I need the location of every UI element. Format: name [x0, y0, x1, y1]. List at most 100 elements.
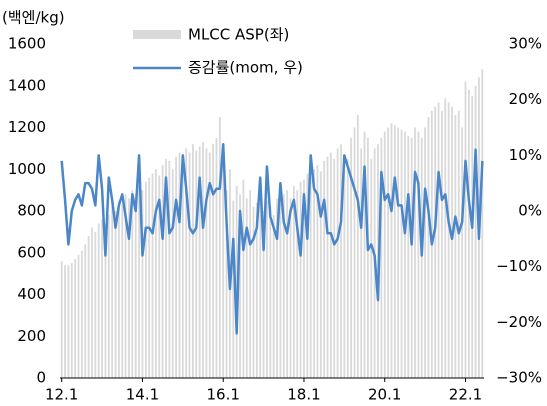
- bar: [151, 173, 154, 378]
- bar: [323, 160, 326, 378]
- bar: [363, 131, 366, 378]
- y2-tick-label: −10%: [496, 257, 542, 275]
- bar: [292, 185, 295, 378]
- bar: [424, 127, 427, 378]
- y2-tick-label: −30%: [496, 369, 542, 387]
- bar: [161, 165, 164, 378]
- bar: [144, 181, 147, 378]
- bar: [329, 152, 332, 378]
- bar: [101, 219, 103, 378]
- bar: [417, 131, 420, 378]
- bar: [255, 202, 258, 378]
- bar: [309, 177, 312, 378]
- bar: [461, 127, 464, 378]
- bar: [242, 179, 245, 378]
- bar: [124, 194, 127, 378]
- bar: [289, 198, 292, 378]
- bar: [383, 131, 386, 378]
- x-tick-label: 14.1: [126, 386, 159, 404]
- bar: [336, 148, 339, 378]
- bar: [212, 144, 215, 378]
- y-tick-label: 1600: [8, 35, 46, 53]
- bar: [111, 206, 114, 378]
- y-tick-label: 1400: [8, 76, 46, 94]
- bar: [259, 194, 262, 378]
- bar: [319, 171, 322, 378]
- x-tick-label: 16.1: [207, 386, 240, 404]
- bar: [340, 144, 342, 378]
- y-tick-label: 1200: [8, 118, 46, 136]
- bar: [192, 144, 194, 378]
- bar: [168, 160, 171, 378]
- bar: [165, 158, 167, 378]
- bar: [326, 156, 329, 378]
- bar: [205, 148, 208, 378]
- bar: [117, 200, 120, 378]
- bar: [404, 131, 406, 378]
- bar: [316, 165, 319, 378]
- y-tick-label: 800: [17, 202, 46, 220]
- bar: [407, 135, 410, 378]
- bar: [148, 177, 151, 378]
- bar: [70, 263, 73, 378]
- bar: [121, 204, 124, 378]
- y-axis-label: (백엔/kg): [2, 9, 65, 27]
- bar: [97, 223, 100, 378]
- bar: [104, 223, 107, 378]
- bar: [346, 158, 349, 378]
- legend-swatch: [133, 30, 181, 39]
- bar: [303, 179, 305, 378]
- bar: [397, 127, 400, 378]
- bar: [74, 259, 77, 378]
- bar: [94, 231, 97, 378]
- bar: [380, 137, 383, 378]
- bar: [249, 190, 252, 378]
- bar: [84, 244, 87, 378]
- x-tick-label: 20.1: [368, 386, 401, 404]
- bar: [282, 194, 285, 378]
- bar: [114, 211, 117, 378]
- bar: [474, 85, 477, 378]
- bar: [451, 106, 453, 378]
- bar: [60, 261, 63, 378]
- x-tick-label: 22.1: [449, 386, 482, 404]
- bar: [367, 137, 369, 378]
- bar: [410, 137, 413, 378]
- y-tick-label: 400: [17, 285, 46, 303]
- bar: [171, 169, 174, 378]
- bar: [296, 190, 299, 378]
- y2-tick-label: −20%: [496, 313, 542, 331]
- bar: [387, 127, 389, 378]
- y-tick-label: 1000: [8, 160, 46, 178]
- bar: [158, 175, 161, 378]
- bar: [202, 142, 204, 378]
- bar: [67, 265, 70, 378]
- bar: [306, 173, 309, 378]
- bar: [481, 69, 484, 379]
- bar: [447, 102, 450, 378]
- bar: [427, 117, 430, 378]
- bar: [185, 148, 188, 378]
- bar: [245, 198, 248, 378]
- bar: [313, 169, 315, 378]
- bar: [134, 194, 137, 378]
- bar: [356, 114, 359, 378]
- bar: [350, 137, 352, 378]
- bar: [299, 181, 302, 378]
- bar: [333, 158, 336, 378]
- bar: [181, 158, 184, 378]
- bar: [276, 198, 278, 378]
- bar: [107, 215, 110, 378]
- bar: [178, 152, 181, 378]
- bar: [225, 190, 228, 378]
- bar: [235, 185, 238, 378]
- bar: [266, 200, 268, 378]
- bar: [131, 190, 134, 378]
- bar: [471, 96, 474, 378]
- y-tick-label: 600: [17, 243, 46, 261]
- bar: [272, 215, 275, 378]
- bar: [444, 98, 447, 379]
- bar: [370, 158, 373, 378]
- bar: [437, 102, 440, 378]
